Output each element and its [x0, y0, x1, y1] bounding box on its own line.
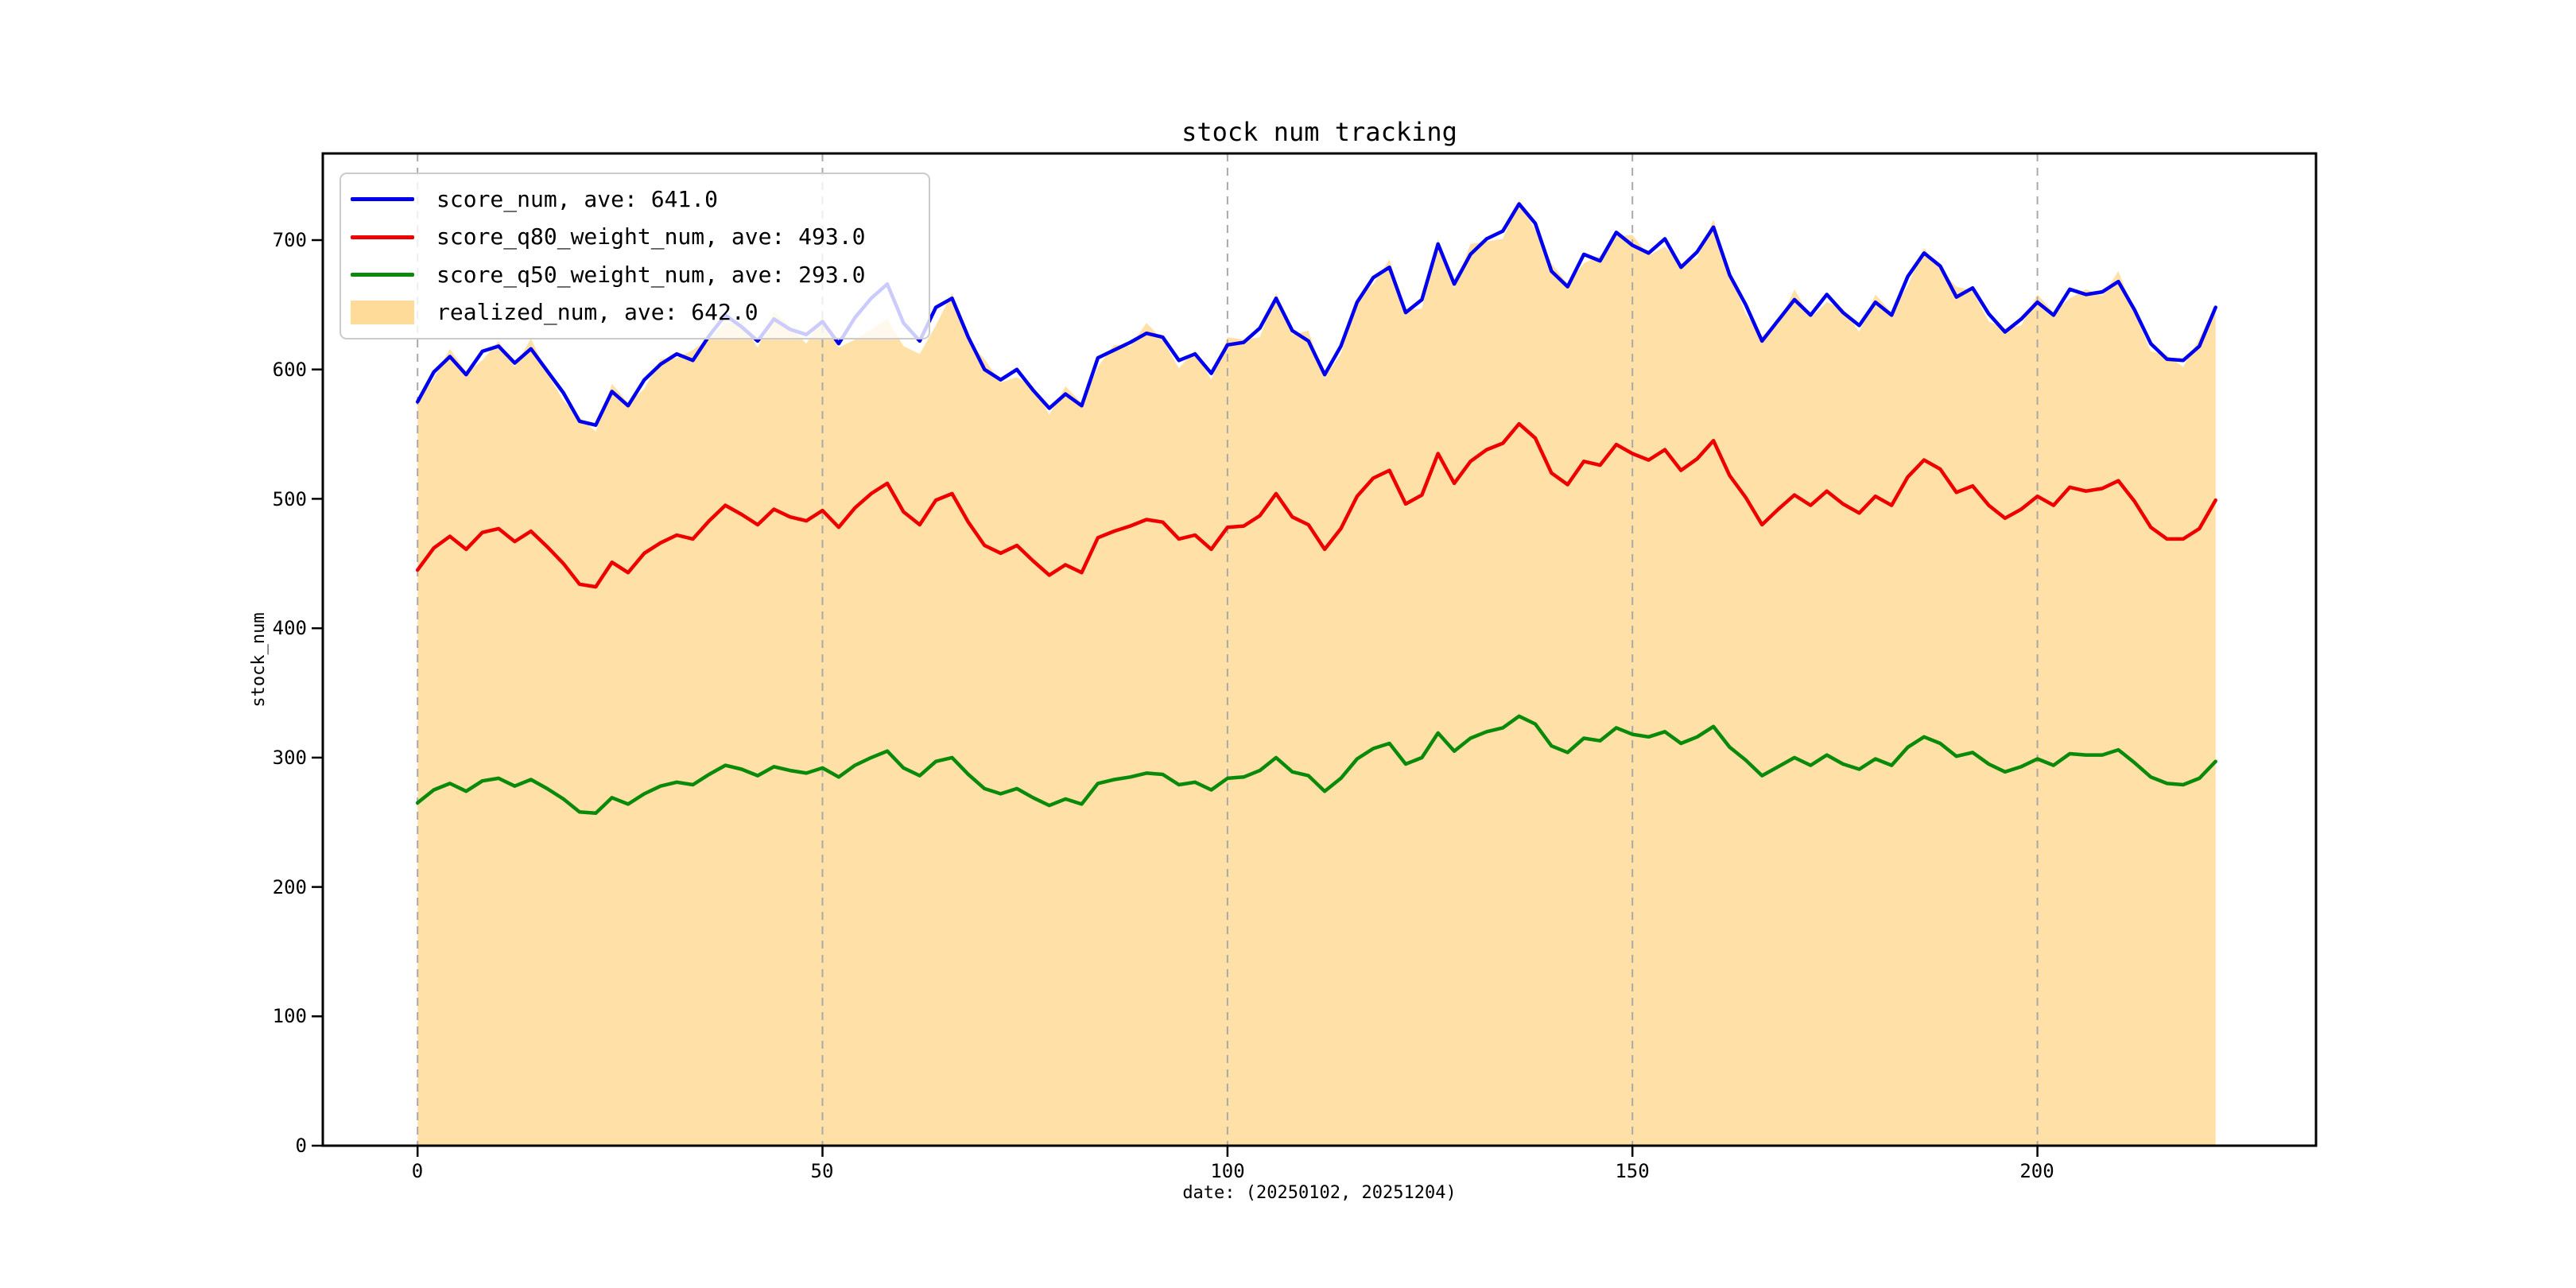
y-tick-500: 500: [272, 488, 307, 510]
x-tick-0: 0: [411, 1160, 424, 1182]
axes-spines: [321, 152, 2318, 1147]
x-tick-100: 100: [1210, 1160, 1245, 1182]
legend-row-score-q50-weight-num: score_q50_weight_num, ave: 293.0: [341, 257, 929, 293]
y-tick-0: 0: [295, 1135, 307, 1157]
y-tick-300: 300: [272, 747, 307, 769]
legend-line-sample-green: [351, 273, 414, 277]
legend-patch-sample-orange: [351, 301, 414, 325]
y-tick-400: 400: [272, 617, 307, 639]
legend-label: realized_num, ave: 642.0: [436, 299, 758, 326]
legend-line-sample-red: [351, 235, 414, 239]
x-tick-50: 50: [810, 1160, 834, 1182]
legend-label: score_q50_weight_num, ave: 293.0: [436, 261, 866, 288]
area-fill-realized_num: [417, 200, 2216, 1146]
legend-row-realized-num: realized_num, ave: 642.0: [341, 294, 929, 331]
y-tick-700: 700: [272, 229, 307, 251]
legend-label: score_q80_weight_num, ave: 493.0: [436, 223, 866, 250]
x-axis-label: date: (20250102, 20251204): [1182, 1183, 1457, 1203]
chart-title: stock num tracking: [1181, 117, 1457, 147]
legend-line-sample-blue: [351, 197, 414, 202]
legend-row-score-num: score_num, ave: 641.0: [341, 181, 929, 218]
y-tick-600: 600: [272, 359, 307, 381]
x-tick-200: 200: [2019, 1160, 2054, 1182]
y-tick-200: 200: [272, 876, 307, 898]
line-score_q80_weight_num: [415, 421, 2217, 589]
line-score_q50_weight_num: [415, 714, 2217, 816]
y-tick-100: 100: [272, 1005, 307, 1027]
y-axis-label: stock_num: [249, 612, 269, 708]
x-tick-150: 150: [1615, 1160, 1650, 1182]
legend-row-score-q80-weight-num: score_q80_weight_num, ave: 493.0: [341, 219, 929, 255]
legend-label: score_num, ave: 641.0: [436, 185, 719, 212]
chart-legend: score_num, ave: 641.0 score_q80_weight_n…: [339, 173, 930, 339]
